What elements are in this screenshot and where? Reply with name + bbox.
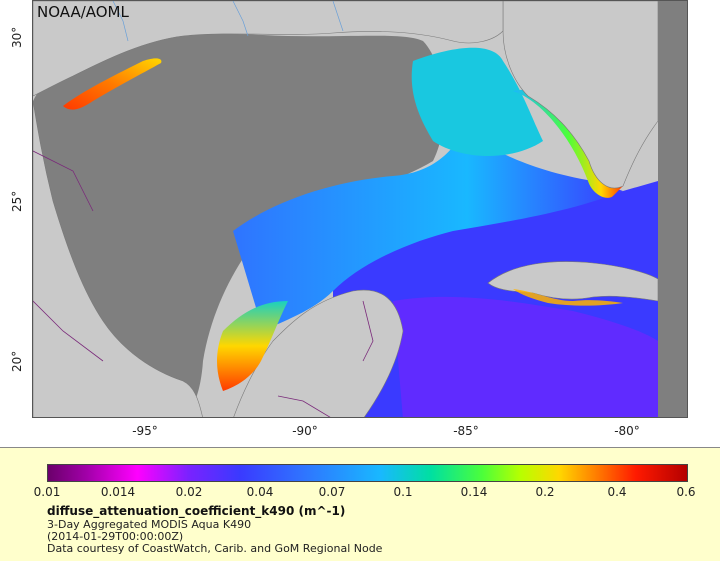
colorbar (47, 464, 688, 482)
colorbar-label: 0.1 (393, 485, 413, 499)
campeche-bank (217, 301, 288, 391)
mexico-land (33, 100, 203, 417)
cuba-coastal-waters (513, 289, 623, 306)
colorbar-label: 0.01 (33, 485, 61, 499)
texas-coast-waters (63, 58, 162, 110)
map-credit: NOAA/AOML (37, 3, 129, 21)
y-tick-label: 30° (10, 26, 24, 48)
northeast-gulf-plume (411, 47, 543, 157)
colorbar-label: 0.6 (676, 485, 696, 499)
gulf-nodata-region (33, 33, 444, 417)
boundary-lines (33, 150, 374, 417)
dataset-time: (2014-01-29T00:00:00Z) (47, 530, 184, 543)
river-lines (112, 1, 344, 42)
purple-speckle-sea (393, 296, 658, 417)
yucatan-land (233, 289, 404, 417)
central-gulf-water (233, 131, 623, 331)
x-tick-label: -90° (292, 424, 318, 438)
map-frame: NOAA/AOML (32, 0, 688, 418)
atlantic-nodata (658, 1, 687, 417)
y-tick-label: 20° (10, 350, 24, 372)
colorbar-label: 0.2 (535, 485, 555, 499)
florida-land (502, 1, 659, 189)
colorbar-label: 0.4 (607, 485, 627, 499)
x-tick-label: -85° (453, 424, 479, 438)
dataset-title: 3-Day Aggregated MODIS Aqua K490 (47, 518, 252, 531)
colorbar-label: 0.04 (246, 485, 274, 499)
colorbar-label: 0.07 (318, 485, 346, 499)
us-gulf-coast-land (33, 1, 504, 97)
colorbar-label: 0.14 (460, 485, 488, 499)
map-canvas (33, 1, 687, 417)
colorbar-label: 0.014 (100, 485, 136, 499)
colorbar-label: 0.02 (175, 485, 203, 499)
data-credit: Data courtesy of CoastWatch, Carib. and … (47, 542, 383, 555)
y-tick-label: 25° (10, 190, 24, 212)
variable-name: diffuse_attenuation_coefficient_k490 (m^… (47, 504, 346, 518)
x-tick-label: -80° (614, 424, 640, 438)
legend-panel: 0.01 0.014 0.02 0.04 0.07 0.1 0.14 0.2 0… (0, 447, 720, 561)
x-tick-label: -95° (132, 424, 158, 438)
